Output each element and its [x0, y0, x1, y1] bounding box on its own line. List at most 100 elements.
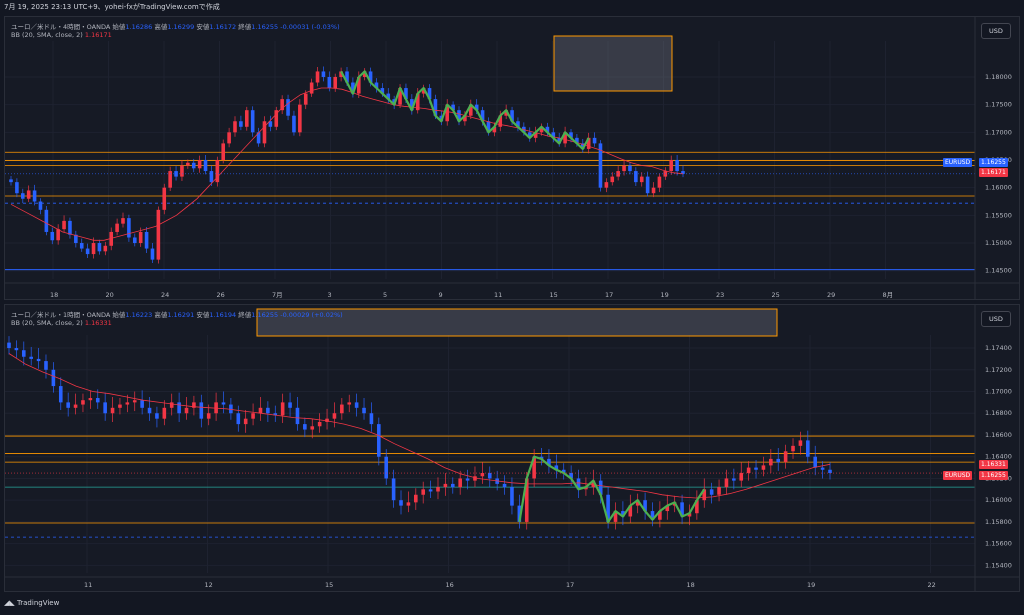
currency-button[interactable]: USD [981, 311, 1011, 327]
bb-legend-1h: BB (20, SMA, close, 2) 1.16331 [11, 319, 112, 327]
swing-highlight [518, 455, 706, 523]
candle-body [457, 110, 461, 122]
candle-body [51, 369, 56, 387]
candle-body [132, 237, 137, 244]
y-tick-label: 1.15600 [985, 540, 1012, 548]
candle-body [709, 489, 714, 495]
legend-close-label: 終値 [238, 311, 252, 319]
candle-body [769, 458, 773, 466]
candle-body [380, 88, 385, 94]
x-tick-label: 15 [550, 291, 558, 299]
candle-body [354, 402, 359, 408]
currency-button[interactable]: USD [981, 23, 1011, 39]
legend-high-label: 高値 [154, 23, 168, 31]
candle-body [351, 82, 355, 94]
tradingview-logo[interactable]: ◢◣ TradingView [4, 599, 59, 607]
candle-body [433, 99, 438, 116]
candle-body [180, 165, 184, 177]
chart-panel-4h[interactable]: 1.180001.175001.170001.165001.160001.155… [4, 16, 1020, 300]
candle-body [7, 342, 11, 349]
candle-body [414, 494, 418, 503]
candle-body [221, 402, 226, 405]
candle-body [121, 218, 125, 224]
swing-highlight [340, 70, 590, 150]
candle-body [73, 404, 78, 408]
legend-symbol: ユーロ／米ドル・4時間・OANDA [11, 23, 111, 31]
y-tick-label: 1.16000 [985, 496, 1012, 504]
candle-body [398, 88, 402, 105]
candle-body [44, 209, 49, 232]
x-tick-label: 16 [446, 581, 454, 589]
legend-high: 1.16291 [167, 311, 195, 319]
candle-body [658, 511, 662, 520]
candle-body [428, 489, 433, 492]
chart-4h-svg[interactable]: 1.180001.175001.170001.165001.160001.155… [5, 17, 1019, 299]
candle-body [820, 467, 825, 470]
candle-body [539, 126, 544, 133]
candle-body [687, 513, 692, 517]
chart-panel-1h[interactable]: 1.17400 1.17200 1.17000 1.16800 1.16600 1.164… [4, 304, 1020, 592]
candle-body [480, 110, 485, 122]
candle-body [88, 398, 93, 401]
annotation-box [256, 308, 778, 337]
candle-body [575, 137, 579, 144]
candle-body [724, 478, 729, 488]
candle-body [206, 413, 211, 419]
candle-body [118, 404, 122, 408]
candle-body [487, 473, 492, 479]
candle-body [445, 104, 450, 122]
candle-body [221, 143, 226, 160]
candle-body [321, 71, 326, 77]
candle-body [527, 132, 532, 138]
y-tick-label: 1.16600 [985, 431, 1012, 439]
candle-body [362, 407, 366, 414]
candle-body [292, 115, 296, 133]
candle-body [563, 132, 567, 144]
candle-body [368, 71, 373, 83]
candle-body [450, 483, 455, 488]
candle-body [639, 176, 644, 183]
candle-body [95, 398, 100, 403]
candle-body [155, 413, 159, 419]
x-tick-label: 23 [716, 291, 724, 299]
candle-body [427, 88, 432, 100]
candle-body [650, 511, 655, 520]
candle-body [598, 480, 603, 495]
candle-body [66, 402, 70, 408]
x-tick-label: 5 [383, 291, 387, 299]
candle-body [621, 511, 625, 517]
candle-body [81, 400, 85, 405]
price-tag: 1.16255 [979, 471, 1008, 480]
candle-body [192, 402, 196, 408]
y-tick-label: 1.16000 [985, 184, 1012, 192]
x-tick-label: 29 [827, 291, 835, 299]
x-tick-label: 25 [772, 291, 780, 299]
candle-body [635, 500, 640, 506]
candle-body [280, 402, 285, 416]
legend-high: 1.16299 [167, 23, 195, 31]
candle-body [369, 413, 374, 425]
candle-body [29, 356, 33, 359]
candle-body [592, 137, 597, 144]
candle-body [569, 132, 573, 138]
x-tick-label: 8月 [883, 291, 894, 299]
candle-body [517, 505, 522, 522]
legend-close: 1.16255 [251, 23, 279, 31]
legend-open: 1.16223 [125, 311, 153, 319]
logo-text: TradingView [17, 599, 60, 607]
candle-body [339, 71, 343, 77]
candle-body [463, 115, 467, 122]
symbol-tag: EURUSD [943, 471, 973, 480]
chart-1h-svg[interactable]: 1.17400 1.17200 1.17000 1.16800 1.16600 1.164… [5, 305, 1019, 591]
legend-open-label: 始値 [112, 23, 126, 31]
candle-body [274, 110, 279, 127]
candle-body [465, 478, 470, 481]
candle-body [557, 137, 562, 144]
x-tick-label: 19 [807, 581, 815, 589]
legend-open: 1.16286 [125, 23, 153, 31]
candle-body [56, 229, 60, 241]
candle-body [622, 165, 626, 172]
y-tick-label: 1.17200 [985, 366, 1012, 374]
candle-body [657, 176, 662, 188]
candle-body [610, 176, 615, 183]
